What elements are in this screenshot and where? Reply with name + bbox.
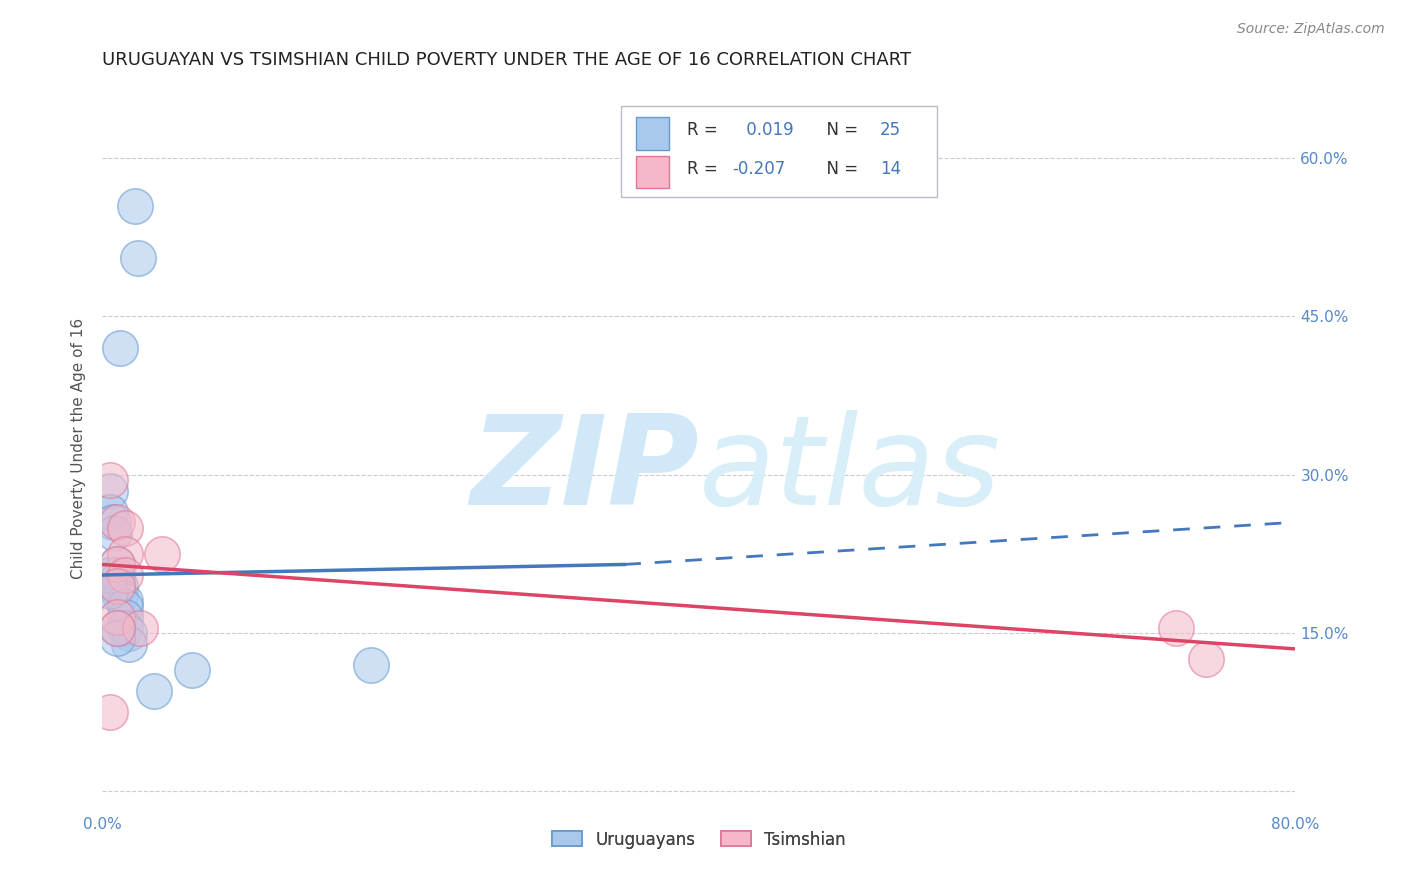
Point: [128, 621, 150, 635]
Text: URUGUAYAN VS TSIMSHIAN CHILD POVERTY UNDER THE AGE OF 16 CORRELATION CHART: URUGUAYAN VS TSIMSHIAN CHILD POVERTY UND…: [103, 51, 911, 69]
Point: [105, 515, 128, 529]
Point: [98, 705, 121, 719]
Legend: Uruguayans, Tsimshian: Uruguayans, Tsimshian: [546, 824, 852, 855]
Point: [143, 684, 166, 698]
Text: atlas: atlas: [699, 409, 1001, 531]
Text: R =: R =: [688, 161, 723, 178]
Point: [105, 574, 128, 588]
FancyBboxPatch shape: [636, 155, 669, 188]
Point: [118, 637, 141, 651]
Point: [360, 657, 382, 672]
Point: [105, 558, 128, 572]
Text: Source: ZipAtlas.com: Source: ZipAtlas.com: [1237, 22, 1385, 37]
Y-axis label: Child Poverty Under the Age of 16: Child Poverty Under the Age of 16: [72, 318, 86, 579]
Point: [114, 568, 136, 582]
Text: R =: R =: [688, 121, 723, 139]
Point: [114, 547, 136, 561]
Point: [114, 621, 136, 635]
Point: [114, 599, 136, 614]
Point: [114, 594, 136, 608]
Point: [98, 583, 121, 598]
Point: [98, 473, 121, 487]
Point: [105, 621, 128, 635]
Point: [105, 621, 128, 635]
FancyBboxPatch shape: [636, 117, 669, 150]
Point: [108, 589, 131, 603]
Text: ZIP: ZIP: [470, 409, 699, 531]
Point: [108, 341, 131, 355]
Point: [105, 578, 128, 592]
Point: [103, 525, 125, 540]
Point: [127, 252, 149, 266]
Point: [105, 610, 128, 624]
Point: [105, 632, 128, 646]
Point: [114, 610, 136, 624]
Point: [98, 568, 121, 582]
Point: [118, 626, 141, 640]
Text: -0.207: -0.207: [733, 161, 786, 178]
Text: 0.019: 0.019: [741, 121, 793, 139]
Point: [150, 547, 173, 561]
Point: [98, 505, 121, 519]
Point: [1195, 652, 1218, 666]
Text: N =: N =: [815, 121, 863, 139]
Text: 14: 14: [880, 161, 901, 178]
Point: [180, 663, 202, 677]
Point: [1166, 621, 1188, 635]
Text: 25: 25: [880, 121, 901, 139]
Point: [124, 198, 146, 212]
Point: [98, 483, 121, 498]
Text: N =: N =: [815, 161, 863, 178]
FancyBboxPatch shape: [621, 106, 938, 197]
Point: [105, 568, 128, 582]
Point: [114, 520, 136, 534]
Point: [101, 515, 124, 529]
Point: [105, 558, 128, 572]
Point: [108, 578, 131, 592]
